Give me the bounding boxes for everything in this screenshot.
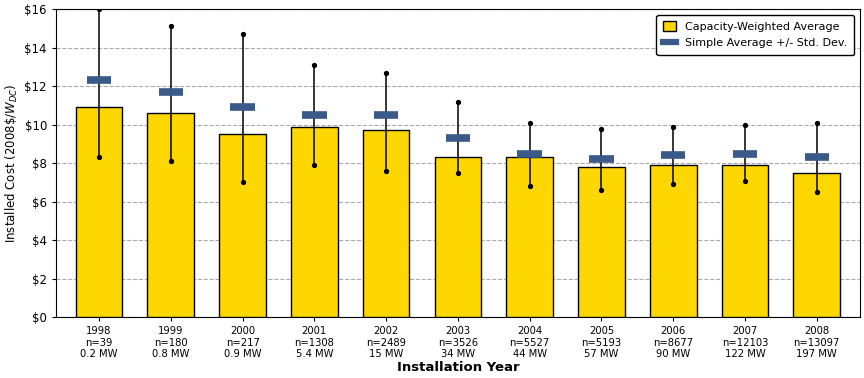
- Bar: [148, 113, 194, 317]
- Bar: [506, 157, 553, 317]
- Bar: [76, 107, 123, 317]
- X-axis label: Installation Year: Installation Year: [397, 361, 519, 374]
- Bar: [435, 157, 481, 317]
- Bar: [219, 134, 266, 317]
- Bar: [721, 165, 768, 317]
- Bar: [793, 173, 840, 317]
- Bar: [291, 127, 338, 317]
- Y-axis label: Installed Cost (2008$\$/W_{DC}$): Installed Cost (2008$\$/W_{DC}$): [4, 84, 20, 243]
- Bar: [578, 167, 625, 317]
- Bar: [650, 165, 696, 317]
- Bar: [363, 130, 410, 317]
- Legend: Capacity-Weighted Average, Simple Average +/- Std. Dev.: Capacity-Weighted Average, Simple Averag…: [657, 15, 854, 55]
